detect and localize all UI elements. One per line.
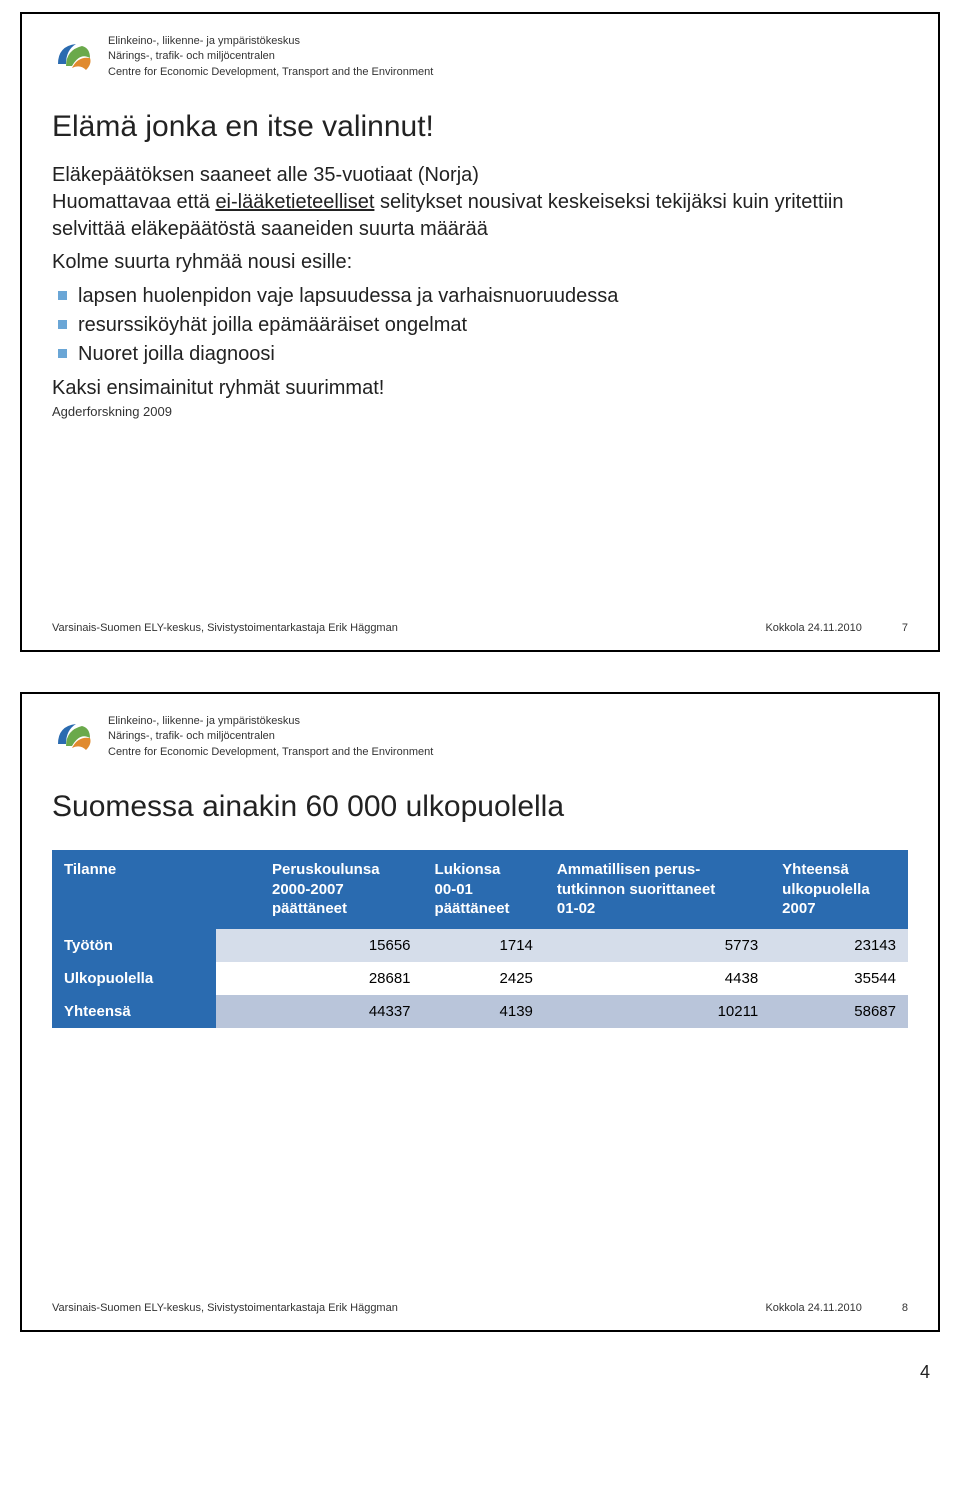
org-logo-icon (52, 34, 98, 80)
table-row: Työtön 15656 1714 5773 23143 (52, 929, 908, 962)
bullet-item: lapsen huolenpidon vaje lapsuudessa ja v… (52, 282, 908, 311)
closing-line: Kaksi ensimainitut ryhmät suurimmat! (52, 375, 908, 402)
data-table: Tilanne Peruskoulunsa 2000-2007 päättäne… (52, 850, 908, 1028)
table-cell: 15656 (260, 929, 423, 962)
table-cell: 23143 (770, 929, 908, 962)
table-header: Peruskoulunsa 2000-2007 päättäneet (260, 850, 423, 929)
table-cell: 10211 (545, 995, 770, 1028)
footer-page-number: 8 (902, 1302, 908, 1314)
table-cell: 4438 (545, 962, 770, 995)
slide-2: Elinkeino-, liikenne- ja ympäristökeskus… (20, 692, 940, 1332)
row-label: Yhteensä (52, 995, 216, 1028)
slide-footer: Varsinais-Suomen ELY-keskus, Sivistystoi… (52, 1302, 908, 1314)
org-line-1: Elinkeino-, liikenne- ja ympäristökeskus (108, 714, 433, 729)
org-line-3: Centre for Economic Development, Transpo… (108, 65, 433, 80)
bullet-item: Nuoret joilla diagnoosi (52, 340, 908, 369)
source-note: Agderforskning 2009 (52, 404, 908, 419)
table-cell: 58687 (770, 995, 908, 1028)
org-line-2: Närings-, trafik- och miljöcentralen (108, 49, 433, 64)
slide-title: Suomessa ainakin 60 000 ulkopuolella (52, 790, 908, 824)
table-header: Lukionsa 00-01 päättäneet (423, 850, 545, 929)
row-label: Ulkopuolella (52, 962, 216, 995)
org-line-1: Elinkeino-, liikenne- ja ympäristökeskus (108, 34, 433, 49)
intro-paragraph: Eläkepäätöksen saaneet alle 35-vuotiaat … (52, 162, 908, 243)
footer-left: Varsinais-Suomen ELY-keskus, Sivistystoi… (52, 1302, 398, 1314)
slide-title: Elämä jonka en itse valinnut! (52, 110, 908, 144)
table-cell: 5773 (545, 929, 770, 962)
footer-page-number: 7 (902, 622, 908, 634)
table-header-row: Tilanne Peruskoulunsa 2000-2007 päättäne… (52, 850, 908, 929)
subhead: Kolme suurta ryhmää nousi esille: (52, 249, 908, 276)
bullet-item: resurssiköyhät joilla epämääräiset ongel… (52, 311, 908, 340)
document-page-number: 4 (0, 1362, 960, 1383)
row-label: Työtön (52, 929, 216, 962)
table-header: Yhteensä ulkopuolella 2007 (770, 850, 908, 929)
intro-underlined: ei-lääketieteelliset (215, 191, 374, 213)
slide-footer: Varsinais-Suomen ELY-keskus, Sivistystoi… (52, 622, 908, 634)
table-row: Ulkopuolella 28681 2425 4438 35544 (52, 962, 908, 995)
table-header: Tilanne (52, 850, 216, 929)
table-header: Ammatillisen perus- tutkinnon suorittane… (545, 850, 770, 929)
table-row-total: Yhteensä 44337 4139 10211 58687 (52, 995, 908, 1028)
logo-block: Elinkeino-, liikenne- ja ympäristökeskus… (52, 34, 908, 80)
row-spacer (216, 929, 260, 962)
table-cell: 4139 (423, 995, 545, 1028)
row-spacer (216, 995, 260, 1028)
footer-left: Varsinais-Suomen ELY-keskus, Sivistystoi… (52, 622, 398, 634)
org-name-lines: Elinkeino-, liikenne- ja ympäristökeskus… (108, 714, 433, 760)
table-header-spacer (216, 850, 260, 929)
org-line-2: Närings-, trafik- och miljöcentralen (108, 729, 433, 744)
table-cell: 35544 (770, 962, 908, 995)
table-cell: 2425 (423, 962, 545, 995)
logo-block: Elinkeino-, liikenne- ja ympäristökeskus… (52, 714, 908, 760)
row-spacer (216, 962, 260, 995)
org-logo-icon (52, 714, 98, 760)
bullet-list: lapsen huolenpidon vaje lapsuudessa ja v… (52, 282, 908, 369)
table-cell: 44337 (260, 995, 423, 1028)
org-line-3: Centre for Economic Development, Transpo… (108, 745, 433, 760)
org-name-lines: Elinkeino-, liikenne- ja ympäristökeskus… (108, 34, 433, 80)
table-cell: 1714 (423, 929, 545, 962)
footer-date: Kokkola 24.11.2010 (765, 1302, 861, 1314)
slide-1: Elinkeino-, liikenne- ja ympäristökeskus… (20, 12, 940, 652)
footer-date: Kokkola 24.11.2010 (765, 622, 861, 634)
table-cell: 28681 (260, 962, 423, 995)
